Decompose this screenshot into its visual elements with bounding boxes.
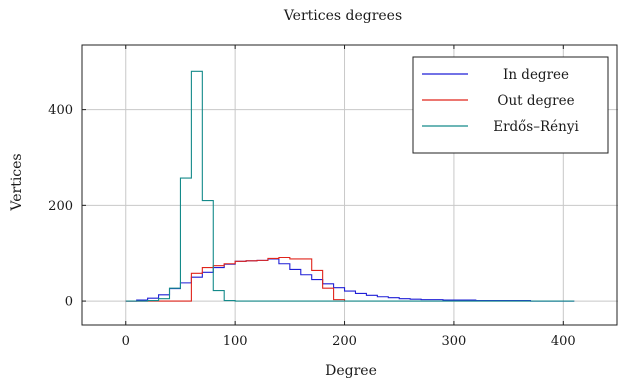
legend-box	[412, 56, 609, 154]
legend-label-0: In degree	[503, 67, 569, 83]
legend-label-2: Erdős–Rényi	[493, 119, 579, 135]
legend-label-1: Out degree	[497, 93, 574, 109]
y-axis-label: Vertices	[9, 153, 25, 211]
plot-frame	[81, 44, 618, 326]
tick-layer: 0 100 200 300 400 0 200 400	[48, 45, 576, 349]
x-tick-label: 300	[442, 334, 467, 349]
x-tick-label: 100	[223, 334, 248, 349]
x-tick-label: 200	[332, 334, 357, 349]
chart-title: Vertices degrees	[283, 8, 402, 24]
series-line-1	[125, 256, 346, 302]
series-line-2	[125, 70, 575, 302]
x-axis-label: Degree	[325, 363, 377, 379]
legend: In degree Out degree Erdős–Rényi	[412, 56, 609, 154]
y-tick-label: 400	[48, 103, 73, 118]
x-tick-label: 400	[551, 334, 576, 349]
series-layer	[125, 70, 575, 302]
x-tick-label: 0	[122, 334, 130, 349]
y-tick-label: 200	[48, 199, 73, 214]
series-line-0	[125, 258, 575, 302]
y-tick-label: 0	[65, 295, 73, 310]
